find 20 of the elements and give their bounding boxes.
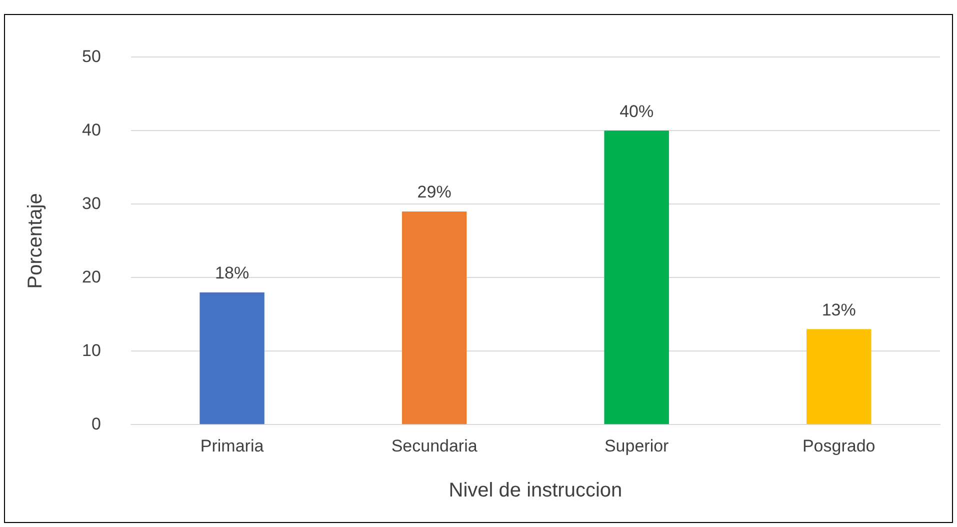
x-axis-title: Nivel de instruccion	[448, 480, 622, 502]
y-axis-title: Porcentaje	[24, 193, 47, 289]
y-tick-label: 20	[82, 267, 101, 286]
bar	[806, 329, 872, 424]
data-label: 29%	[417, 182, 452, 202]
y-tick-label: 30	[82, 194, 101, 213]
x-tick-label: Secundaria	[391, 436, 478, 456]
x-tick-label: Posgrado	[802, 436, 876, 456]
bar	[200, 292, 264, 424]
x-tick-label: Superior	[604, 436, 670, 456]
x-tick-label: Primaria	[200, 436, 264, 456]
bar	[604, 130, 669, 424]
y-tick-label: 10	[82, 340, 101, 360]
data-label: 18%	[215, 264, 250, 283]
data-label: 13%	[822, 300, 856, 320]
y-tick-label: 50	[82, 46, 101, 66]
y-tick-label: 0	[91, 414, 101, 434]
y-tick-label: 40	[82, 120, 101, 140]
data-label: 40%	[620, 102, 654, 121]
bar	[402, 212, 467, 424]
